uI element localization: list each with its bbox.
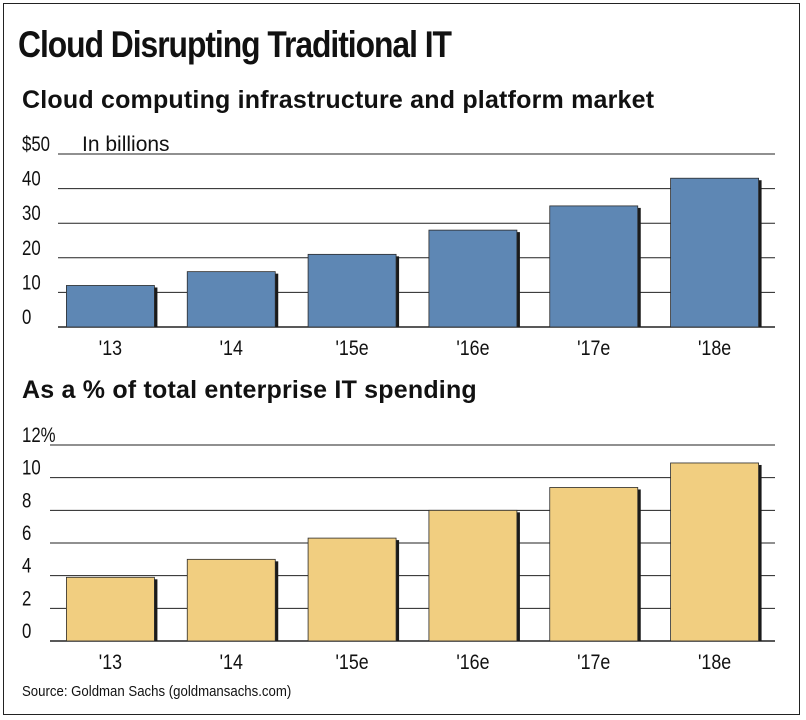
y-tick-label: $50 xyxy=(22,133,50,156)
x-tick-label: '18e xyxy=(698,337,731,360)
bar xyxy=(66,285,155,328)
y-tick-label: 10 xyxy=(22,457,41,480)
x-tick-label: '13 xyxy=(99,651,122,670)
y-tick-label: 0 xyxy=(22,620,31,643)
chart-2-title: As a % of total enterprise IT spending xyxy=(22,376,477,404)
page-title: Cloud Disrupting Traditional IT xyxy=(18,24,452,65)
bar xyxy=(186,271,276,328)
x-tick-label: '14 xyxy=(220,337,243,360)
it-spending-bar-chart: 0 2 4 6 8 10 12% '13 '14 '15e '16e '17e '18e xyxy=(22,424,775,670)
chart-frame xyxy=(3,3,800,715)
unit-note: In billions xyxy=(82,133,170,156)
y-tick-label: 4 xyxy=(22,555,32,578)
y-tick-label: 40 xyxy=(22,168,41,191)
x-tick-label: '16e xyxy=(456,337,489,360)
market-bar-chart: 0 10 20 30 40 $50 In billions '13 '14 '15e '16e '17… xyxy=(22,133,775,360)
x-tick-label: '13 xyxy=(99,337,122,360)
y-tick-label: 12% xyxy=(22,424,56,447)
x-tick-label: '15e xyxy=(336,651,369,670)
bar xyxy=(549,205,639,328)
x-tick-label: '17e xyxy=(577,651,610,670)
bar xyxy=(670,177,759,328)
bar xyxy=(428,509,518,642)
bar xyxy=(66,576,155,642)
x-tick-label: '17e xyxy=(577,337,610,360)
y-tick-label: 6 xyxy=(22,522,31,545)
x-tick-label: '14 xyxy=(220,651,243,670)
x-tick-label: '15e xyxy=(336,337,369,360)
bar xyxy=(307,253,397,328)
x-tick-label: '18e xyxy=(698,651,731,670)
chart-1-title: Cloud computing infrastructure and platf… xyxy=(22,86,655,114)
y-tick-label: 20 xyxy=(22,237,41,260)
y-tick-label: 30 xyxy=(22,203,41,226)
bar xyxy=(307,537,397,642)
y-tick-label: 0 xyxy=(22,306,31,329)
source-note: Source: Goldman Sachs (goldmansachs.com) xyxy=(22,683,292,700)
y-tick-label: 10 xyxy=(22,272,41,295)
y-tick-label: 8 xyxy=(22,490,31,513)
bar xyxy=(670,462,759,642)
bar xyxy=(428,229,518,328)
bar xyxy=(186,558,276,642)
y-tick-label: 2 xyxy=(22,588,31,611)
x-tick-label: '16e xyxy=(456,651,489,670)
bar xyxy=(549,487,639,642)
